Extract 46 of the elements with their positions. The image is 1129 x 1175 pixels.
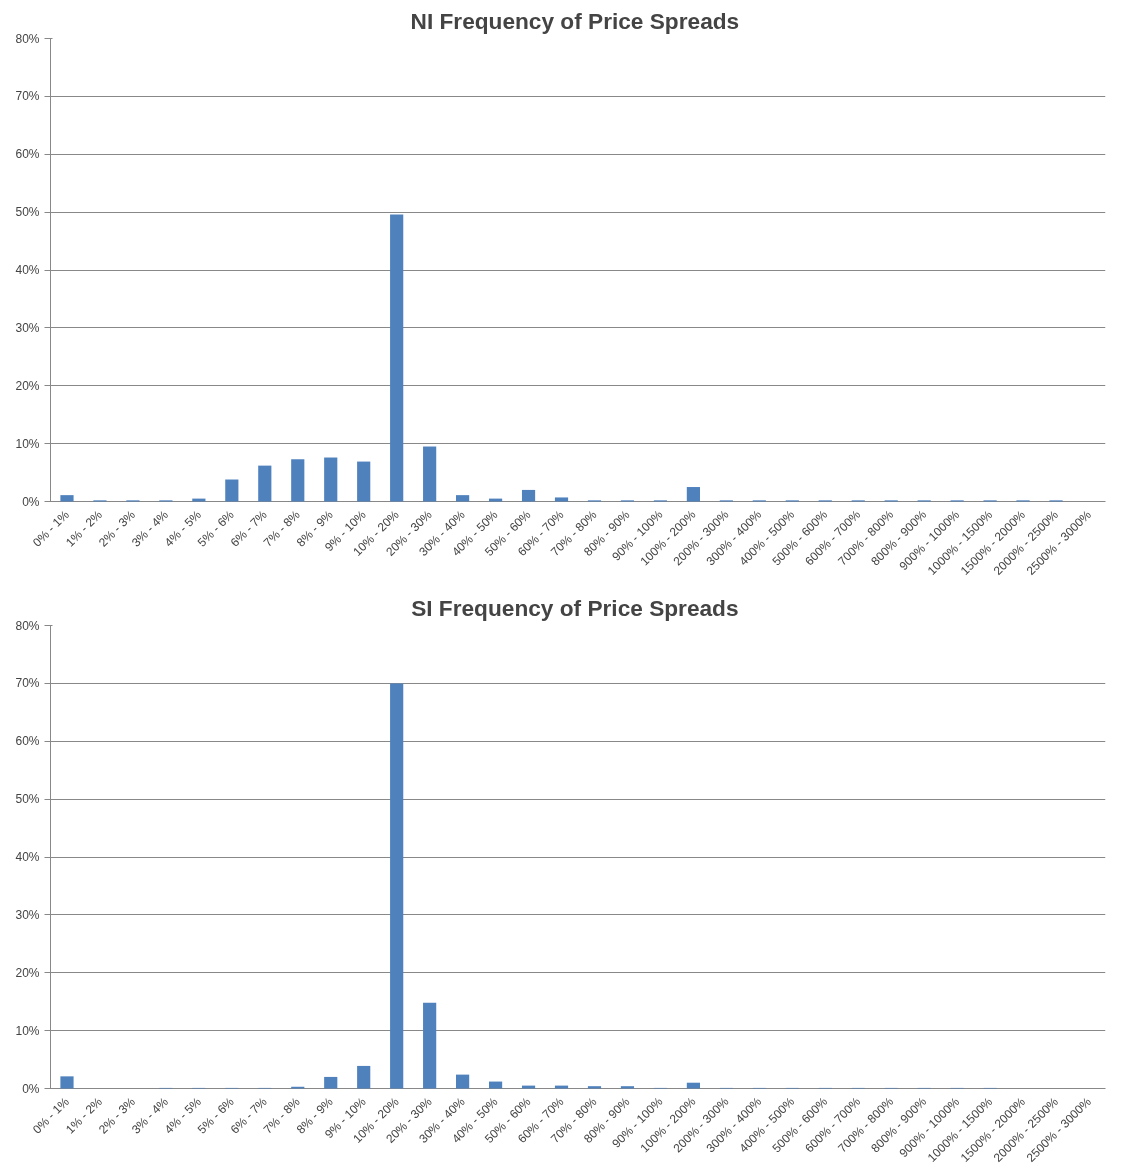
bar [258, 465, 272, 502]
bar [456, 495, 470, 502]
bar [324, 457, 338, 502]
bar [686, 1082, 700, 1089]
y-tick-label: 20% [15, 965, 40, 980]
bar [390, 214, 404, 502]
y-tick-label: 80% [15, 31, 40, 46]
bar [521, 1085, 536, 1089]
y-tick-label: 20% [15, 378, 40, 393]
bar [291, 459, 305, 502]
bar [225, 479, 239, 502]
chart-title: SI Frequency of Price Spreads [411, 594, 739, 621]
bar [423, 1002, 437, 1089]
y-tick-label: 60% [15, 147, 40, 162]
y-tick-label: 50% [15, 792, 40, 807]
bar [521, 489, 536, 502]
y-tick-label: 10% [15, 436, 40, 451]
y-tick-label: 30% [15, 320, 40, 335]
bar [390, 683, 404, 1089]
bar [554, 497, 569, 502]
bar [357, 1065, 371, 1089]
bar [60, 495, 74, 502]
bar [456, 1074, 470, 1089]
y-tick-label: 60% [15, 734, 40, 749]
y-tick-label: 0% [22, 1081, 40, 1096]
y-tick-label: 80% [15, 618, 40, 633]
bar [192, 498, 206, 502]
bar [686, 487, 700, 502]
y-tick-label: 30% [15, 907, 40, 922]
bar [587, 1086, 602, 1089]
bar [488, 498, 503, 502]
bar [357, 461, 371, 502]
y-tick-label: 40% [15, 263, 40, 277]
bar [324, 1076, 338, 1089]
chart-title: NI Frequency of Price Spreads [410, 7, 740, 34]
y-tick-label: 10% [15, 1023, 40, 1038]
bar [423, 446, 437, 502]
y-tick-label: 0% [22, 494, 40, 509]
y-tick-label: 40% [15, 850, 40, 864]
y-tick-label: 70% [15, 676, 40, 691]
y-tick-label: 50% [15, 205, 40, 220]
bar [554, 1085, 569, 1089]
bar [60, 1076, 74, 1089]
bar [488, 1081, 503, 1089]
y-tick-label: 70% [15, 89, 40, 104]
bar [620, 1086, 635, 1089]
